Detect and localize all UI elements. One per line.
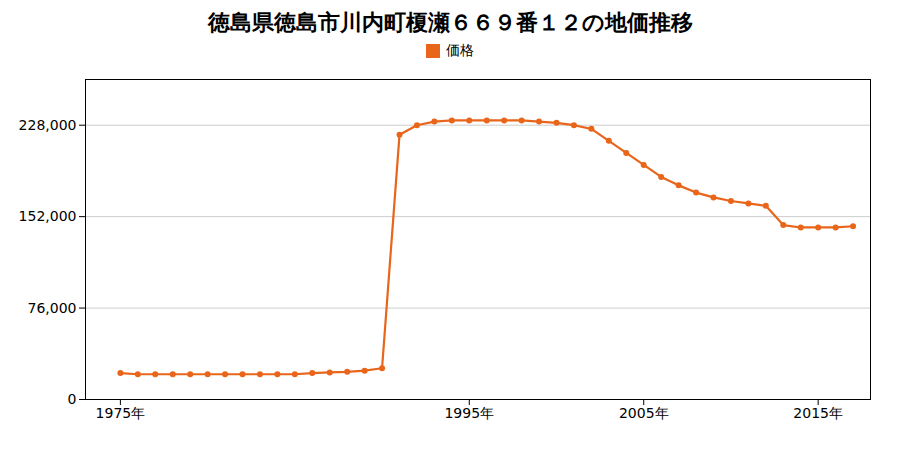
svg-text:1975年: 1975年 (96, 405, 146, 421)
svg-text:2015年: 2015年 (793, 405, 843, 421)
svg-text:1995年: 1995年 (444, 405, 494, 421)
svg-text:76,000: 76,000 (28, 300, 77, 316)
html-text:価格: 価格 (446, 42, 474, 58)
svg-text:2005年: 2005年 (619, 405, 669, 421)
svg-text:228,000: 228,000 (19, 117, 77, 133)
html-text:徳島県徳島市川内町榎瀬６６９番１２の地価推移: 徳島県徳島市川内町榎瀬６６９番１２の地価推移 (207, 10, 693, 35)
svg-text:0: 0 (68, 391, 77, 407)
svg-text:152,000: 152,000 (19, 208, 77, 224)
